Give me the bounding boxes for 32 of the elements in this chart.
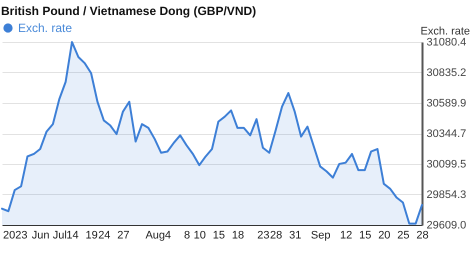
x-tick-label: Jun xyxy=(32,230,50,242)
x-tick-label: 15 xyxy=(212,230,225,242)
x-tick-label: Aug xyxy=(145,230,166,242)
x-tick-label: 28 xyxy=(270,230,282,242)
legend-label: Exch. rate xyxy=(18,21,72,35)
x-tick-label: 19 xyxy=(85,230,98,242)
x-tick-label: 18 xyxy=(232,230,244,242)
y-tick-label: 30589.9 xyxy=(426,98,466,110)
x-tick-label: 14 xyxy=(66,230,79,242)
x-tick-label: 27 xyxy=(117,230,130,242)
x-tick-label: 28 xyxy=(416,230,429,242)
x-tick-label: 23 xyxy=(257,230,270,242)
y-tick-label: 30099.5 xyxy=(426,158,466,170)
y-tick-label: 29609.0 xyxy=(426,220,466,232)
x-tick-label: Jul xyxy=(52,230,67,242)
x-tick-label: 2023 xyxy=(2,230,28,242)
x-tick-label: 20 xyxy=(378,230,390,242)
x-tick-label: 10 xyxy=(194,230,206,242)
x-tick-label: 31 xyxy=(289,230,302,242)
x-tick-label: Sep xyxy=(310,230,330,242)
x-tick-label: 15 xyxy=(359,230,372,242)
x-tick-label: 24 xyxy=(98,230,110,242)
y-tick-label: 29854.3 xyxy=(426,188,466,201)
y-axis-title: Exch. rate xyxy=(420,26,470,38)
y-tick-label: 31080.4 xyxy=(426,36,466,48)
chart-title: British Pound / Vietnamese Dong (GBP/VND) xyxy=(1,4,256,18)
x-tick-label: 8 xyxy=(184,230,190,242)
x-tick-label: 25 xyxy=(397,230,410,242)
y-tick-label: 30344.7 xyxy=(426,128,466,140)
y-tick-label: 30835.2 xyxy=(426,66,466,79)
x-tick-label: 4 xyxy=(164,230,172,242)
x-tick-label: 12 xyxy=(340,230,352,242)
